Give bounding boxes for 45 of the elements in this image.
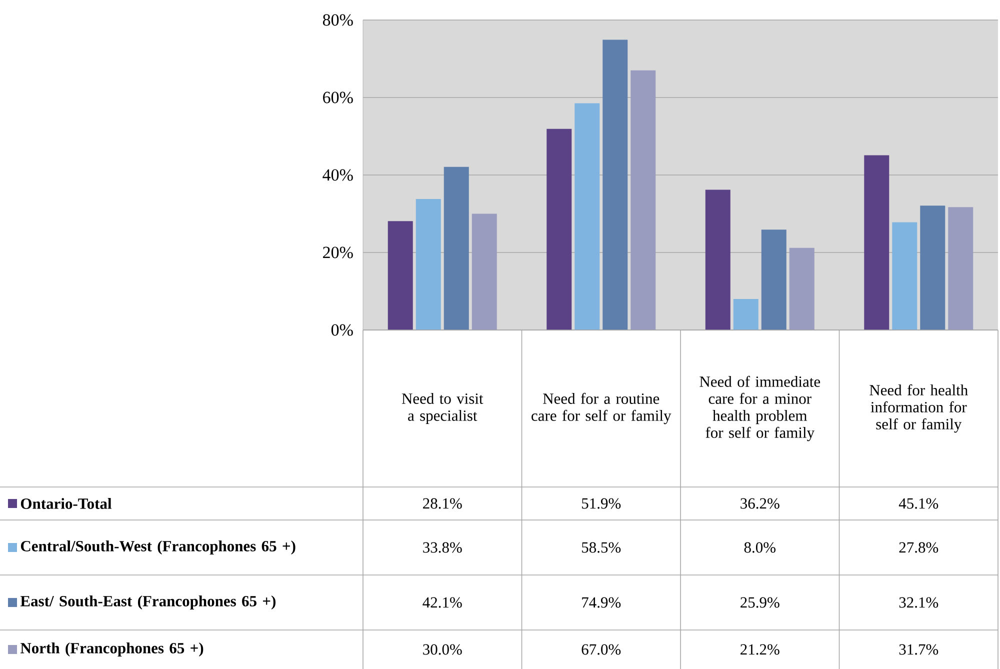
data-label: 8.0%: [744, 542, 776, 553]
legend-label: East/ South-East (Francophones 65 +): [20, 595, 276, 610]
data-label: 36.2%: [740, 498, 780, 509]
data-label: 74.9%: [582, 597, 621, 608]
data-label: 21.2%: [740, 644, 780, 655]
data-label: 58.5%: [582, 542, 621, 553]
y-tick-label: 40%: [322, 169, 353, 181]
x-tick-label: Need for health information for self or family: [870, 384, 968, 433]
bar: [630, 70, 656, 330]
bar: [416, 199, 441, 330]
legend-label: North (Francophones 65 +): [20, 642, 204, 657]
bar: [733, 298, 758, 330]
x-tick-label: Need for a routine care for self or family: [532, 392, 672, 424]
bar: [705, 190, 730, 330]
legend-label: Ontario-Total: [20, 498, 112, 509]
bar: [472, 214, 497, 330]
data-label: 67.0%: [582, 644, 621, 655]
data-label: 31.7%: [899, 644, 938, 655]
y-tick-label: 20%: [323, 246, 353, 258]
bar: [546, 128, 572, 330]
bar: [444, 166, 469, 330]
data-label: 27.8%: [899, 542, 938, 553]
data-label: 32.1%: [899, 597, 938, 608]
data-label: 33.8%: [423, 542, 462, 553]
bar: [948, 207, 974, 330]
x-tick-label: Need of immediate care for a minor health problem for self or family: [700, 376, 820, 442]
y-tick-label: 80%: [322, 14, 353, 26]
bar: [892, 222, 918, 330]
bar: [574, 103, 600, 330]
y-tick-label: 60%: [323, 92, 353, 104]
bar: [602, 40, 628, 330]
legend-label: Central/South-West (Francophones 65 +): [20, 540, 296, 555]
data-label: 45.1%: [898, 498, 938, 509]
data-label: 42.1%: [422, 597, 462, 608]
y-tick-label: 0%: [331, 324, 353, 336]
data-label: 28.1%: [423, 498, 462, 509]
bar: [920, 206, 946, 330]
x-tick-label: Need to visit a specialist: [402, 392, 484, 424]
bar: [761, 230, 786, 330]
data-label: 25.9%: [740, 597, 780, 608]
bar: [388, 221, 413, 330]
bar: [864, 155, 890, 330]
data-label: 51.9%: [582, 498, 621, 509]
bar: [789, 248, 814, 330]
data-label: 30.0%: [423, 644, 462, 655]
